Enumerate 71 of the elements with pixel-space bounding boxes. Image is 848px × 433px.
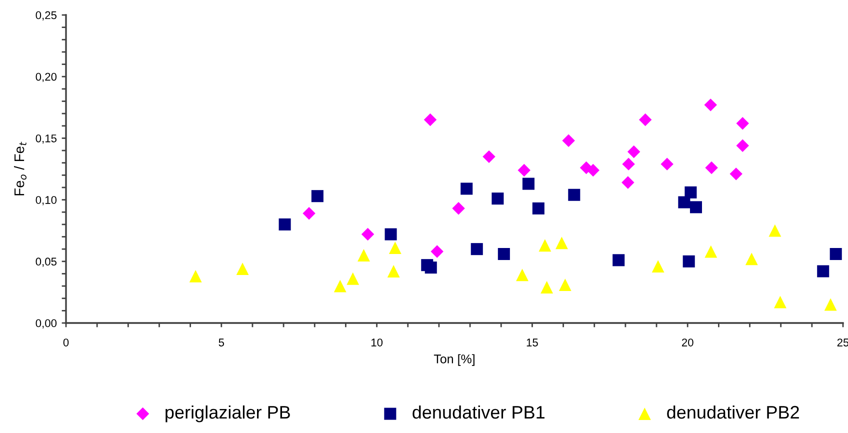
point [704,245,718,258]
x-tick-label: 0 [63,338,69,346]
point [482,150,496,164]
point [730,168,742,180]
point [638,113,652,126]
x-tick-label: 10 [371,338,383,346]
point [384,228,397,240]
legend-label: denudativer PB2 [667,405,799,419]
point [745,252,758,266]
point [690,201,702,214]
point [346,272,360,285]
point [361,228,374,241]
point [518,164,530,177]
point [498,248,510,260]
point [556,236,568,250]
x-axis-title: Ton [%] [434,354,474,366]
point [540,281,554,294]
point [358,249,370,262]
point [684,186,697,198]
point [302,206,316,220]
x-tick-label: 15 [526,338,538,346]
y-tick-label: 0,15 [36,134,57,144]
point [736,117,749,130]
point [678,196,690,208]
point [824,298,837,311]
point [704,98,717,112]
point [736,139,749,152]
point [562,134,575,148]
point [622,158,635,170]
point [538,239,552,252]
point [424,113,437,126]
point [334,280,346,292]
y-tick-label: 0,20 [36,72,57,82]
point [452,202,465,215]
point [189,270,202,282]
point [705,161,718,174]
point [774,296,786,308]
y-tick-label: 0,10 [36,196,57,206]
point [568,188,580,201]
y-tick-label: 0,00 [36,319,57,328]
legend-label: periglazialer PB [166,405,290,422]
point [470,243,483,256]
y-tick-label: 0,05 [36,258,57,267]
point [660,158,674,170]
point [768,224,782,237]
point [388,242,402,254]
point [492,192,504,205]
point [817,265,830,278]
y-axis-title: Fe$_{o}$ / Fe$_{t}$ [14,142,26,196]
point [278,218,291,230]
point [532,202,544,214]
point [516,268,528,282]
y-tick-label: 0,25 [36,11,57,20]
point [622,176,634,189]
point [311,190,324,202]
point [586,164,600,177]
point [612,254,625,266]
legend-label: denudativer PB1 [412,405,544,419]
point [652,260,664,273]
point [460,182,473,195]
point [430,245,444,258]
point [830,248,842,260]
point [424,262,437,274]
point [387,265,400,278]
x-tick-label: 5 [218,338,224,346]
point [522,178,534,190]
x-tick-label: 20 [682,338,694,346]
point [627,145,640,158]
point [682,255,695,268]
point [558,278,572,292]
point [236,262,249,276]
